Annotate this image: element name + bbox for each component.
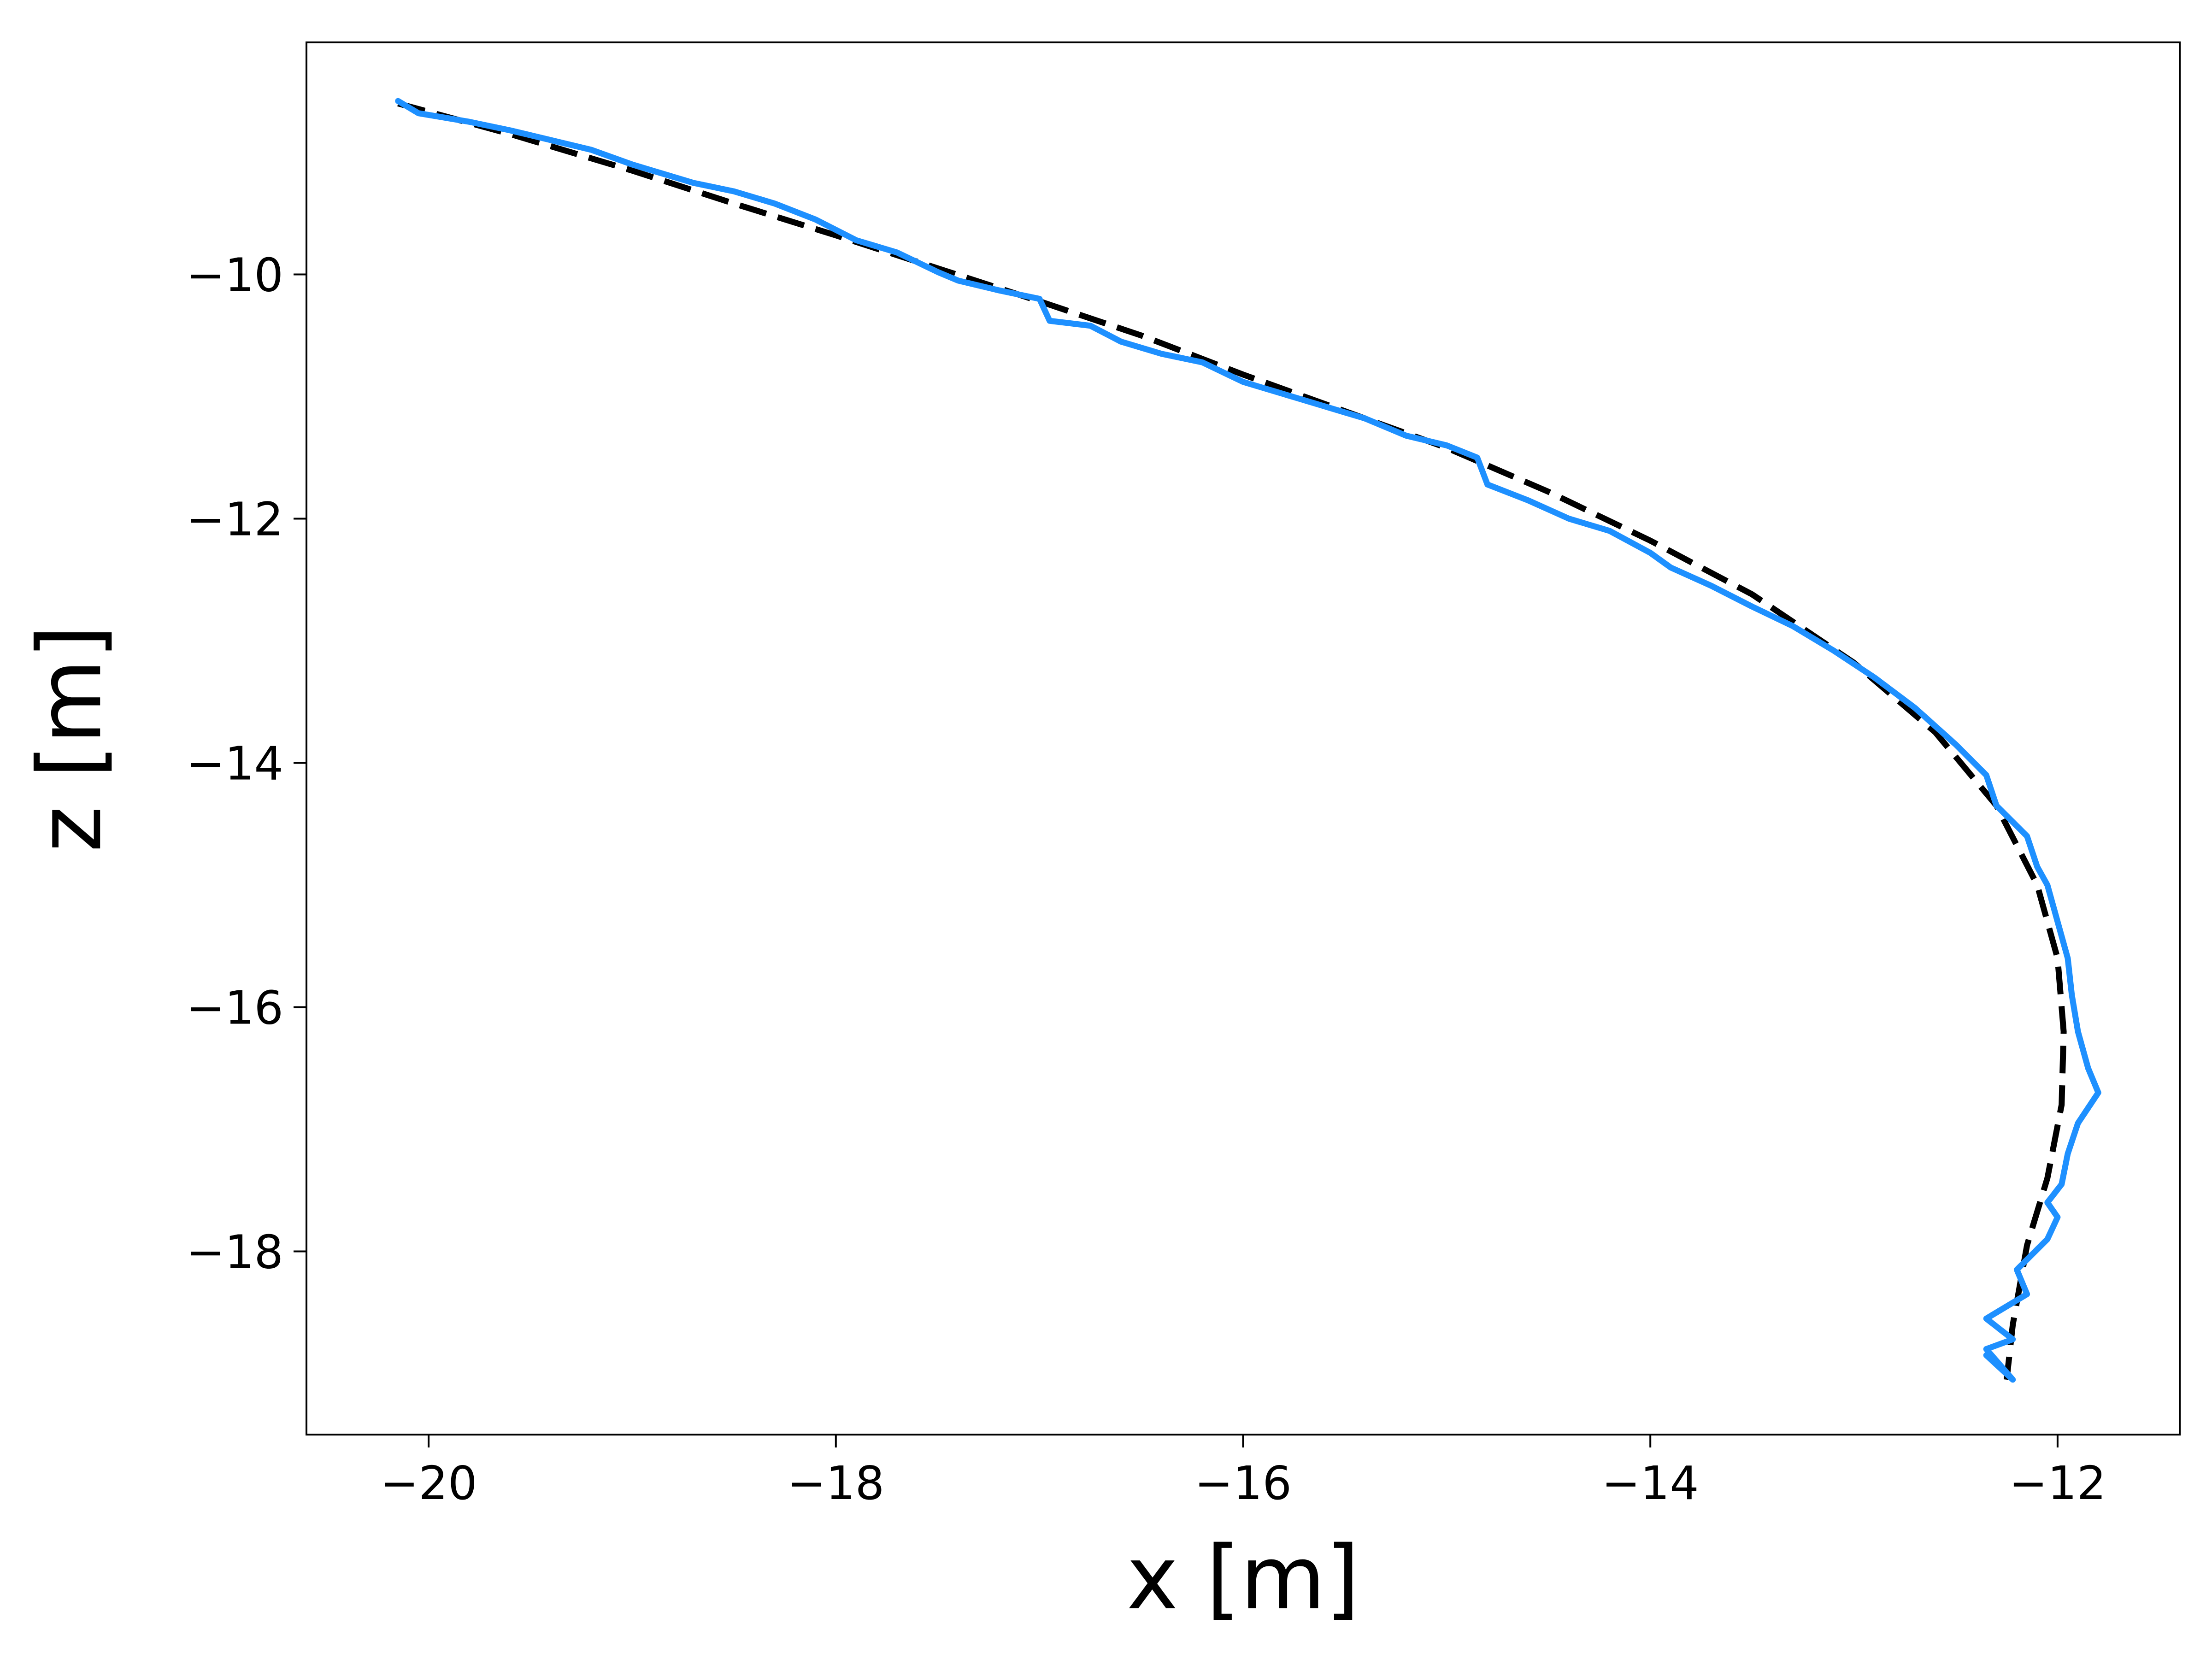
x-tick-label: −20 (380, 1456, 477, 1510)
y-tick-label: −16 (186, 981, 283, 1035)
y-tick-label: −18 (186, 1225, 283, 1279)
x-axis-ticks: −20 −18 −16 −14 −12 (380, 1435, 2106, 1510)
y-tick-label: −10 (186, 248, 283, 302)
y-tick-label: −14 (186, 737, 283, 791)
x-tick-label: −12 (2009, 1456, 2106, 1510)
series-layer (395, 98, 2101, 1383)
y-tick-label: −12 (186, 493, 283, 547)
y-axis-ticks: −10 −12 −14 −16 −18 (186, 248, 306, 1279)
reference-trajectory-line (397, 100, 2067, 1380)
estimated-trajectory-line (395, 98, 2101, 1383)
x-axis-label: x [m] (1126, 1527, 1359, 1629)
x-tick-label: −16 (1194, 1456, 1292, 1510)
x-tick-label: −14 (1602, 1456, 1699, 1510)
y-axis-label: z [m] (19, 625, 121, 852)
x-tick-label: −18 (787, 1456, 884, 1510)
